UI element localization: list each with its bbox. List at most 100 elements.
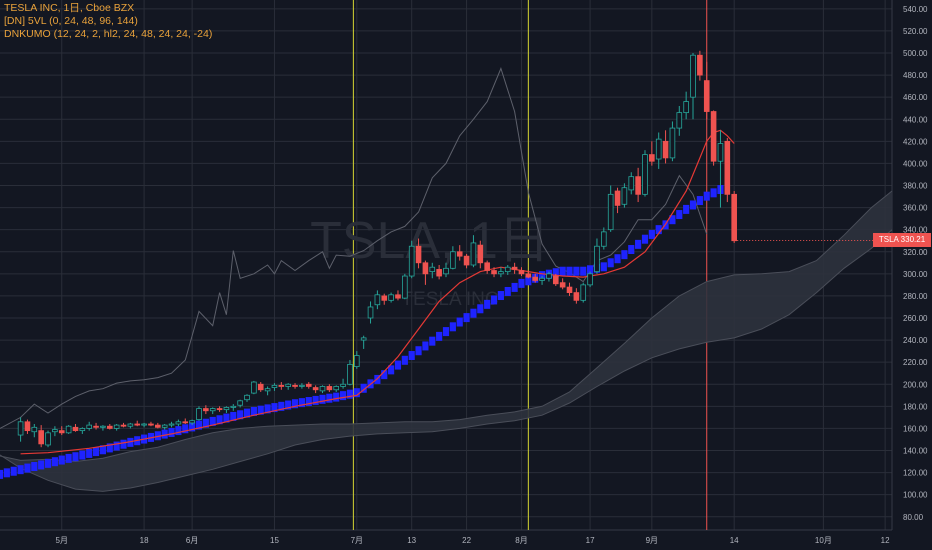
band-segment: [353, 388, 360, 398]
y-tick-label: 480.00: [903, 71, 928, 80]
time-axis: 5月 18 6月 15 7月 13 22 8月 17 9月 14 10月 12: [56, 536, 891, 545]
band-segment: [497, 291, 504, 301]
band-segment: [44, 458, 52, 468]
candle-up: [676, 112, 683, 129]
band-segment: [257, 405, 264, 415]
candle-up: [333, 386, 340, 391]
candle-down: [148, 423, 154, 426]
legend-symbol[interactable]: TESLA INC, 1日, Cboe BZX: [4, 2, 135, 14]
band-segment: [38, 460, 45, 470]
band-segment: [216, 415, 223, 425]
candle-down: [381, 295, 388, 301]
y-tick-label: 340.00: [903, 226, 928, 235]
candle-up: [52, 429, 58, 433]
y-tick-label: 140.00: [903, 447, 928, 456]
band-segment: [511, 282, 518, 292]
candle-down: [649, 154, 655, 162]
kumo-cloud: [0, 190, 893, 492]
band-segment: [175, 426, 182, 436]
x-tick-label: 18: [140, 536, 149, 545]
band-segment: [436, 331, 443, 341]
band-segment: [381, 370, 388, 380]
band-segment: [298, 398, 305, 408]
candle-up: [285, 383, 291, 387]
band-segment: [161, 429, 168, 439]
candle-down: [155, 424, 161, 428]
candle-up: [299, 384, 305, 387]
watermark-symbol: TSLA, 1日: [310, 212, 550, 270]
legend-indicator-dnkumo[interactable]: DNKUMO (12, 24, 2, hl2, 24, 48, 24, 24, …: [4, 28, 213, 40]
candle-up: [271, 384, 278, 388]
candle-up: [642, 154, 648, 195]
candle-down: [326, 386, 333, 391]
watermark-name: TESLA INC: [401, 289, 498, 310]
candle-down: [559, 282, 566, 288]
candle-up: [264, 388, 271, 392]
y-tick-label: 120.00: [903, 469, 928, 478]
band-segment: [237, 410, 244, 420]
candle-up: [367, 306, 374, 319]
candle-up: [374, 294, 381, 306]
candle-up: [402, 275, 408, 299]
band-segment: [250, 406, 257, 416]
candle-up: [388, 294, 394, 301]
candle-down: [415, 245, 422, 264]
candle-down: [573, 292, 580, 301]
band-segment: [559, 266, 566, 276]
band-segment: [394, 360, 402, 370]
volume-series: [0, 67, 708, 429]
candle-down: [72, 426, 79, 432]
band-segment: [92, 447, 100, 457]
band-segment: [710, 188, 717, 198]
candle-down: [106, 425, 113, 429]
band-segment: [422, 341, 429, 351]
x-tick-label: 10月: [815, 536, 832, 545]
candle-down: [58, 430, 65, 434]
band-segment: [264, 404, 271, 414]
band-segment: [552, 268, 559, 278]
candle-up: [470, 242, 477, 266]
band-segment: [614, 254, 621, 264]
candle-up: [450, 251, 456, 269]
x-tick-label: 9月: [646, 536, 658, 545]
x-tick-label: 22: [462, 536, 471, 545]
band-segment: [442, 327, 450, 337]
band-segment: [346, 389, 354, 399]
band-segment: [243, 408, 251, 418]
candle-down: [182, 421, 189, 424]
candle-down: [614, 190, 621, 206]
ma-series: [20, 129, 735, 455]
kumo-lower: [0, 229, 893, 492]
candle-down: [257, 383, 264, 391]
band-segment: [683, 204, 690, 214]
band-segment: [278, 401, 285, 411]
legend-indicator-5vl[interactable]: [DN] 5VL (0, 24, 48, 96, 144): [4, 15, 138, 27]
band-segment: [86, 448, 93, 458]
band-segment: [333, 392, 340, 402]
y-tick-label: 520.00: [903, 27, 928, 36]
candle-up: [45, 432, 51, 446]
x-tick-label: 13: [407, 536, 416, 545]
band-segment: [326, 393, 333, 403]
candle-up: [319, 386, 326, 392]
band-segment: [621, 250, 628, 260]
candle-up: [189, 420, 195, 424]
band-segment: [182, 424, 189, 434]
band-segment: [127, 437, 134, 447]
y-tick-label: 220.00: [903, 358, 928, 367]
last-price-value: 330.21: [900, 235, 926, 244]
band-segment: [600, 262, 607, 272]
band-segment: [648, 229, 655, 239]
candle-up: [669, 127, 676, 159]
band-segment: [415, 346, 422, 356]
x-tick-label: 17: [586, 536, 595, 545]
candle-down: [216, 408, 223, 411]
band-segment: [113, 441, 120, 451]
candle-up: [127, 423, 134, 427]
candle-up: [628, 176, 635, 191]
band-segment: [3, 468, 10, 478]
y-tick-label: 240.00: [903, 336, 928, 345]
band-segment: [319, 394, 326, 404]
